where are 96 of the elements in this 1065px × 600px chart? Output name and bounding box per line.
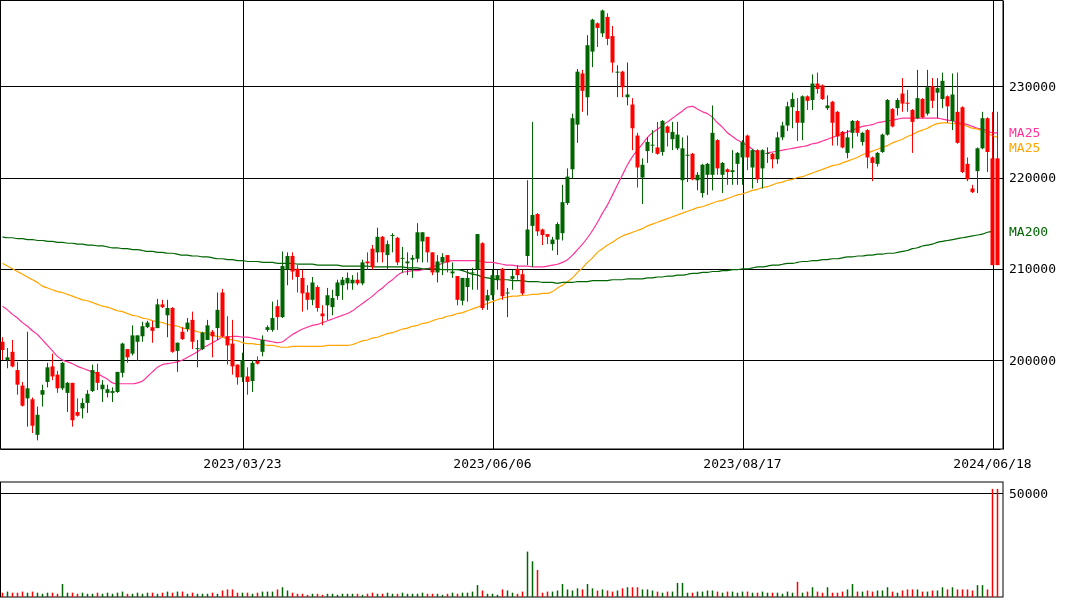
candlestick [485,289,490,311]
candlestick [845,129,850,159]
candlestick [270,301,275,333]
candlestick [880,133,885,154]
candlestick [215,292,220,341]
candlestick [775,131,780,165]
candlestick [640,157,645,205]
candlestick [685,135,690,183]
candlestick [165,299,170,338]
candlestick [945,94,950,124]
candlestick [675,121,680,151]
candlestick [420,231,425,263]
candlestick [905,89,910,113]
candlestick [975,146,980,194]
candlestick [310,276,315,306]
candlestick [305,284,310,311]
candlestick [655,121,660,156]
candlestick [150,320,155,344]
candlestick [810,73,815,111]
candlestick [505,287,510,318]
y-tick-label: 220000 [1009,170,1056,186]
x-tick-label: 2024/06/18 [953,456,1032,472]
candlestick [45,362,50,388]
candlestick [20,381,25,408]
candlestick [940,72,945,109]
candlestick [790,92,795,129]
candlestick [370,244,375,271]
candlestick [400,246,405,273]
candlestick [275,299,280,331]
candlestick [40,384,45,408]
candlestick [10,339,15,368]
candlestick [320,304,325,326]
candlestick [90,364,95,393]
candlestick [920,97,925,119]
candlestick [520,269,525,296]
candlestick [85,389,90,414]
y-tick-label: 200000 [1009,352,1056,368]
candlestick [240,352,245,383]
candlestick [595,21,600,48]
candlestick [260,334,265,357]
candlestick [330,289,335,316]
candlestick [25,331,30,428]
series-label: MA25 [1009,125,1041,141]
candlestick [630,97,635,151]
x-tick-label: 2023/06/06 [453,456,532,472]
candlestick [245,366,250,396]
candlestick [315,284,320,313]
series-label: MA25 [1009,140,1041,156]
candlestick [870,156,875,182]
candlestick [795,97,800,142]
candlestick [405,251,410,276]
candlestick [380,235,385,263]
candlestick [780,121,785,141]
y-tick-label: 230000 [1009,78,1056,94]
candlestick [740,139,745,186]
candlestick [0,336,5,361]
candlestick [930,77,935,109]
series-label: MA200 [1009,223,1049,239]
candlestick [650,129,655,154]
candlestick [95,363,100,391]
candlestick [15,361,20,396]
x-tick-label: 2023/03/23 [203,456,282,472]
candlestick [910,108,915,154]
candlestick [620,70,625,98]
x-tick-label: 2023/08/17 [703,456,782,472]
candlestick [890,107,895,128]
candlestick [750,148,755,189]
candlestick [190,311,195,350]
candlestick [730,149,735,186]
candlestick [850,119,855,149]
candlestick [430,251,435,276]
candlestick [720,161,725,194]
candlestick [425,236,430,263]
candlestick [5,347,10,369]
candlestick [250,359,255,393]
candlestick [765,146,770,164]
candlestick [455,275,460,306]
candlestick [615,64,620,98]
candlestick [55,370,60,394]
candlestick [580,69,585,113]
candlestick [175,342,180,373]
candlestick [80,397,85,419]
candlestick [600,9,605,38]
candlestick [745,134,750,171]
candlestick [390,232,395,253]
candlestick [300,269,305,313]
candlestick [35,406,40,441]
candlestick [530,121,535,268]
candlestick [440,252,445,276]
text: 50000 [1009,486,1049,502]
candlestick [915,69,920,120]
y-tick-label: 210000 [1009,261,1056,277]
candlestick [375,227,380,263]
candlestick [625,62,630,106]
candlestick [155,298,160,329]
candlestick [385,239,390,271]
